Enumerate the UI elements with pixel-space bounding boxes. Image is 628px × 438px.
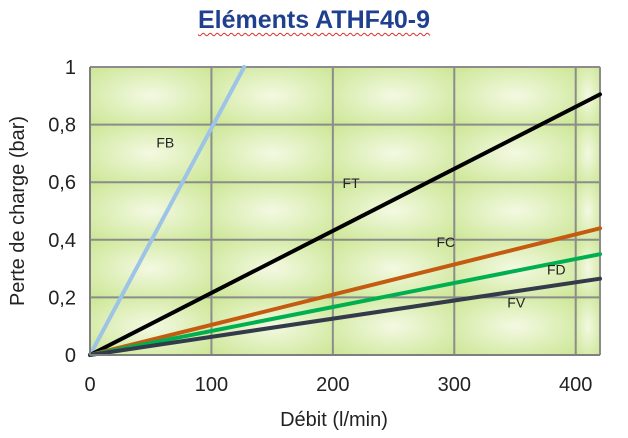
axes	[89, 67, 600, 356]
plot-cell	[332, 124, 455, 183]
y-tick-label: 1	[65, 57, 76, 79]
series-line-fd	[88, 252, 602, 357]
plot-cell	[90, 182, 212, 240]
series-line-ft	[88, 92, 602, 357]
x-tick-label: 200	[316, 374, 349, 396]
x-tick-label: 300	[438, 374, 471, 396]
plot-cell	[90, 124, 212, 183]
y-axis-label: Perte de charge (bar)	[7, 116, 29, 306]
series-label-fb: FB	[156, 135, 174, 151]
series-label-fv: FV	[507, 294, 526, 310]
grid-lines	[90, 66, 601, 355]
plot-cell	[211, 182, 333, 240]
plot-cell	[211, 239, 333, 298]
y-tick-label: 0,4	[48, 230, 76, 252]
plot-cell	[90, 239, 212, 298]
chart-title: Eléments ATHF40-9	[197, 6, 430, 34]
series-label-ft: FT	[343, 175, 361, 191]
plot-cell	[90, 67, 212, 125]
series-lines	[88, 65, 602, 357]
y-tick-label: 0	[65, 345, 76, 367]
y-tick-label: 0,8	[48, 115, 76, 137]
series-label-fd: FD	[547, 261, 566, 277]
plot-cell	[332, 182, 455, 240]
plot-cell	[454, 124, 576, 183]
series-line-fc	[88, 226, 602, 357]
series-line-fb	[88, 65, 247, 357]
plot-cell	[211, 124, 333, 183]
plot-cell	[575, 297, 600, 355]
x-axis-label: Débit (l/min)	[280, 409, 388, 431]
plot-cell	[454, 182, 576, 240]
plot-cell	[211, 67, 333, 125]
x-tick-label: 100	[195, 374, 228, 396]
plot-cell	[332, 67, 455, 125]
tick-labels: 0 100 200 300 400 0 0,2 0,4 0,6 0,8 1	[48, 57, 592, 396]
series-line-fv	[88, 276, 602, 357]
plot-cell	[332, 297, 455, 355]
plot-cell	[575, 239, 600, 298]
x-tick-label: 0	[84, 374, 95, 396]
plot-cell	[454, 297, 576, 355]
y-tick-label: 0,2	[48, 287, 76, 309]
y-tick-label: 0,6	[48, 172, 76, 194]
plot-cell	[575, 124, 600, 183]
series-labels: FB FT FC FD FV	[156, 135, 565, 311]
x-tick-label: 400	[559, 374, 592, 396]
series-label-fc: FC	[436, 234, 455, 250]
